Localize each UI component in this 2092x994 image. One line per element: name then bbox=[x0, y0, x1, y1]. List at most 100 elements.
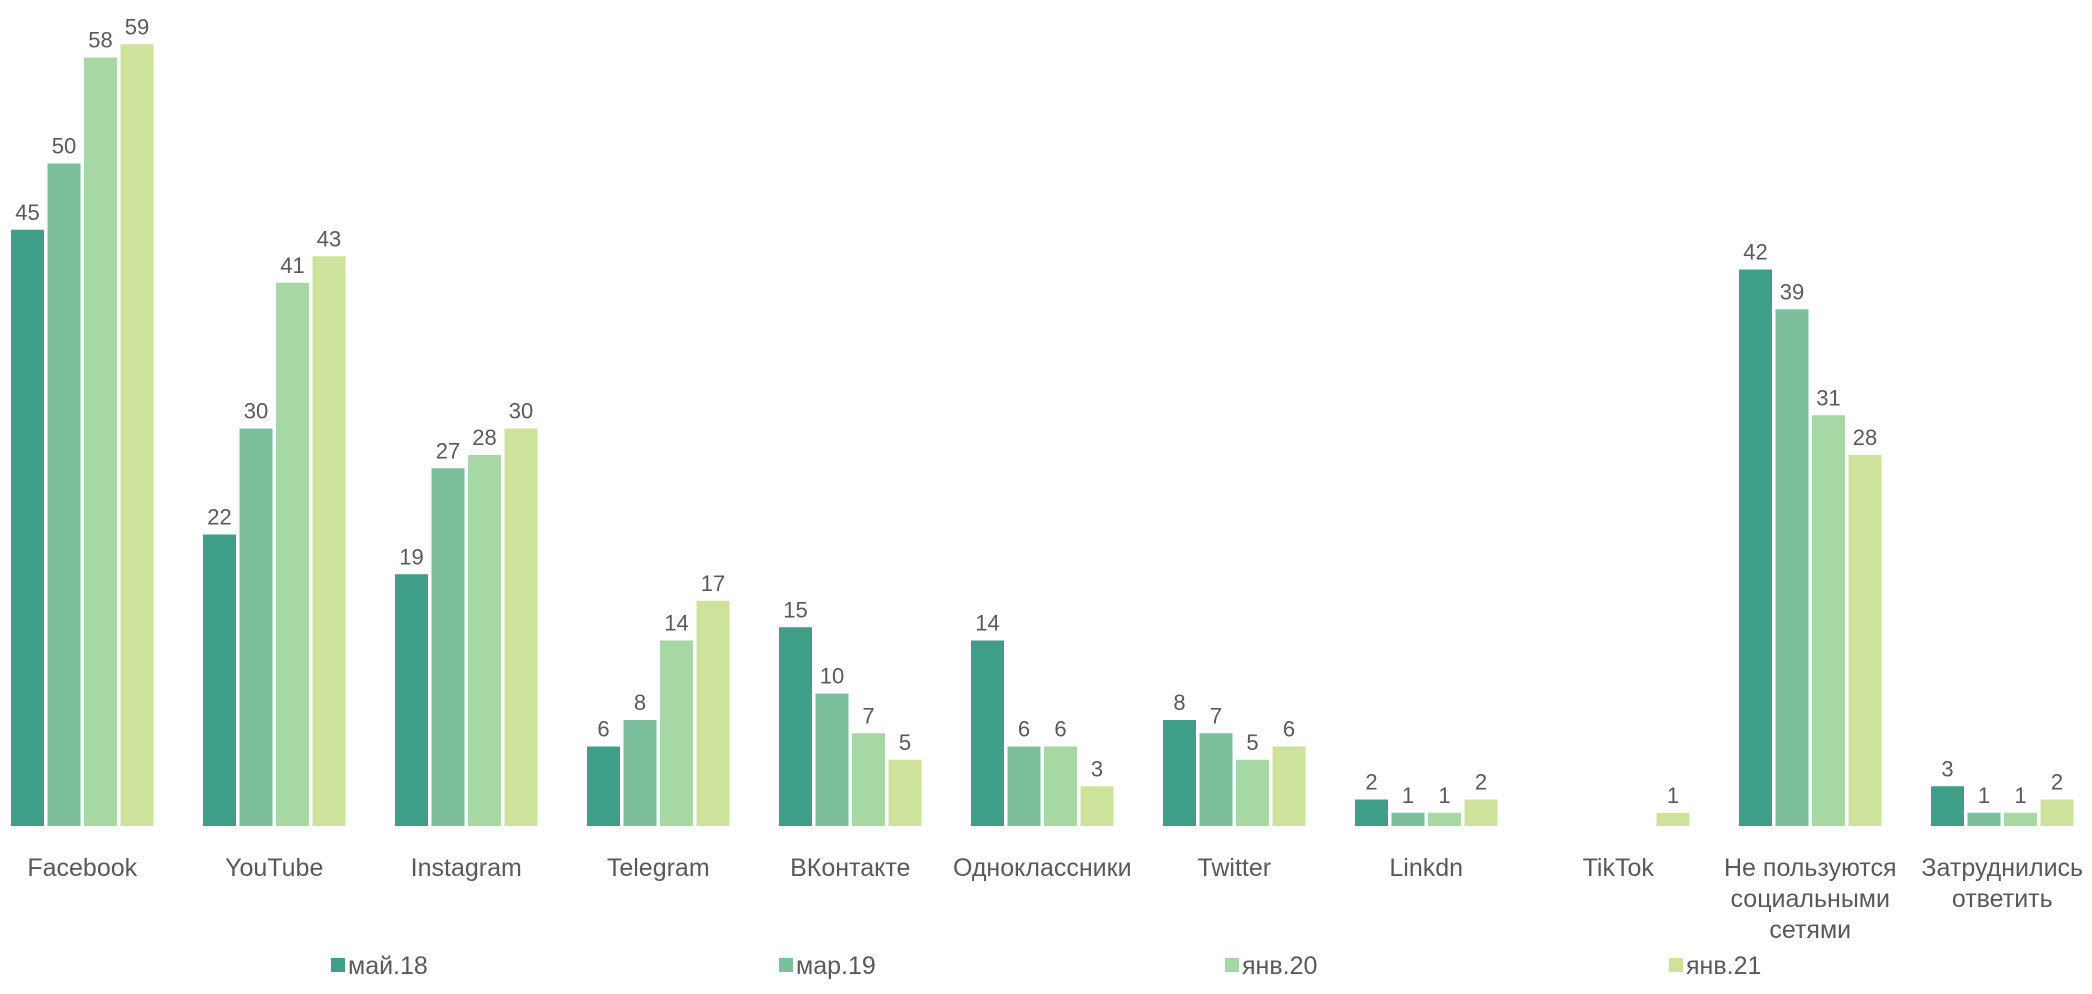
x-tick-label-line: сетями bbox=[1769, 916, 1851, 944]
data-label: 1 bbox=[1438, 783, 1450, 808]
legend-label: май.18 bbox=[348, 952, 428, 980]
data-label: 6 bbox=[1283, 717, 1295, 742]
bar bbox=[2040, 799, 2074, 826]
bar bbox=[1272, 746, 1306, 826]
x-tick-label-line: Затруднились bbox=[1921, 854, 2083, 882]
bars-layer bbox=[11, 44, 2074, 826]
bar bbox=[431, 468, 465, 826]
legend-swatch bbox=[331, 958, 345, 972]
bar bbox=[468, 455, 501, 826]
x-tick-label: Linkdn bbox=[1389, 854, 1463, 882]
data-label: 28 bbox=[1853, 425, 1877, 450]
data-label: 14 bbox=[664, 611, 688, 636]
x-tick-label-line: ответить bbox=[1952, 885, 2053, 913]
data-label: 14 bbox=[975, 611, 999, 636]
bar bbox=[1967, 812, 2001, 826]
data-label: 2 bbox=[1365, 770, 1377, 795]
bar bbox=[1464, 799, 1498, 826]
data-label: 43 bbox=[317, 226, 341, 251]
data-label: 6 bbox=[597, 717, 609, 742]
data-label: 28 bbox=[472, 425, 496, 450]
bar bbox=[1044, 746, 1077, 826]
legend-swatch bbox=[1225, 958, 1239, 972]
data-label: 3 bbox=[1941, 756, 1953, 781]
data-label: 6 bbox=[1054, 717, 1066, 742]
x-tick-label-line: ВКонтакте bbox=[790, 854, 910, 882]
bar bbox=[1236, 759, 1269, 826]
x-tick-label: Instagram bbox=[411, 854, 522, 882]
bar bbox=[276, 282, 309, 826]
data-label: 2 bbox=[1475, 770, 1487, 795]
x-tick-label: Telegram bbox=[607, 854, 710, 882]
x-tick-label-line: Linkdn bbox=[1389, 854, 1463, 882]
x-tick-label: Одноклассники bbox=[953, 854, 1132, 882]
data-label: 10 bbox=[820, 664, 844, 689]
category-labels-layer: Facebook YouTube Instagram Telegram ВКонтакт… bbox=[27, 854, 2083, 944]
data-label: 27 bbox=[436, 438, 460, 463]
bar bbox=[1775, 309, 1809, 826]
data-label: 22 bbox=[207, 505, 231, 530]
bar bbox=[1739, 269, 1772, 826]
data-label: 6 bbox=[1018, 717, 1030, 742]
bar bbox=[2004, 812, 2037, 826]
data-label: 1 bbox=[1402, 783, 1414, 808]
data-label: 5 bbox=[1246, 730, 1258, 755]
x-tick-label-line: Telegram bbox=[607, 854, 710, 882]
bar bbox=[696, 600, 730, 826]
x-tick-label: Затруднились ответить bbox=[1921, 854, 2083, 913]
bar bbox=[660, 640, 693, 826]
data-label: 3 bbox=[1091, 756, 1103, 781]
legend: май.18 мар.19 янв.20 янв.21 bbox=[331, 952, 1761, 980]
data-label: 19 bbox=[399, 544, 423, 569]
bar bbox=[1080, 786, 1114, 826]
x-tick-label: TikTok bbox=[1583, 854, 1655, 882]
x-tick-label-line: социальными bbox=[1731, 885, 1890, 913]
x-tick-label: Twitter bbox=[1197, 854, 1271, 882]
data-label: 39 bbox=[1780, 279, 1804, 304]
data-label: 1 bbox=[1978, 783, 1990, 808]
data-label: 15 bbox=[783, 597, 807, 622]
data-label: 7 bbox=[862, 703, 874, 728]
x-tick-label: YouTube bbox=[225, 854, 323, 882]
data-label: 1 bbox=[2014, 783, 2026, 808]
x-tick-label-line: Instagram bbox=[411, 854, 522, 882]
bar bbox=[852, 733, 885, 826]
data-label: 5 bbox=[899, 730, 911, 755]
data-label: 30 bbox=[244, 399, 268, 424]
data-label: 31 bbox=[1816, 385, 1840, 410]
bar bbox=[1199, 733, 1233, 826]
bar bbox=[1848, 455, 1882, 826]
bar bbox=[587, 746, 620, 826]
data-label: 8 bbox=[1173, 690, 1185, 715]
x-tick-label: ВКонтакте bbox=[790, 854, 910, 882]
x-tick-label-line: Facebook bbox=[27, 854, 137, 882]
bar bbox=[1931, 786, 1964, 826]
data-label: 42 bbox=[1743, 240, 1767, 265]
bar bbox=[1391, 812, 1425, 826]
bar bbox=[504, 428, 538, 826]
bar bbox=[623, 720, 657, 826]
data-label: 8 bbox=[634, 690, 646, 715]
bar bbox=[779, 627, 812, 826]
bar bbox=[1007, 746, 1041, 826]
bar bbox=[395, 574, 428, 826]
bar bbox=[47, 163, 81, 826]
x-tick-label-line: Не пользуются bbox=[1724, 854, 1897, 882]
bar bbox=[971, 640, 1004, 826]
data-label: 17 bbox=[701, 571, 725, 596]
bar bbox=[203, 534, 236, 826]
bar bbox=[1428, 812, 1461, 826]
bar bbox=[84, 57, 117, 826]
data-label: 41 bbox=[280, 253, 304, 278]
legend-swatch bbox=[1669, 958, 1683, 972]
data-label: 7 bbox=[1210, 703, 1222, 728]
x-tick-label-line: TikTok bbox=[1583, 854, 1655, 882]
x-tick-label: Не пользуются социальными сетями bbox=[1724, 854, 1897, 944]
bar bbox=[888, 759, 922, 826]
bar bbox=[11, 229, 44, 826]
bar bbox=[815, 693, 849, 826]
data-label: 2 bbox=[2051, 770, 2063, 795]
